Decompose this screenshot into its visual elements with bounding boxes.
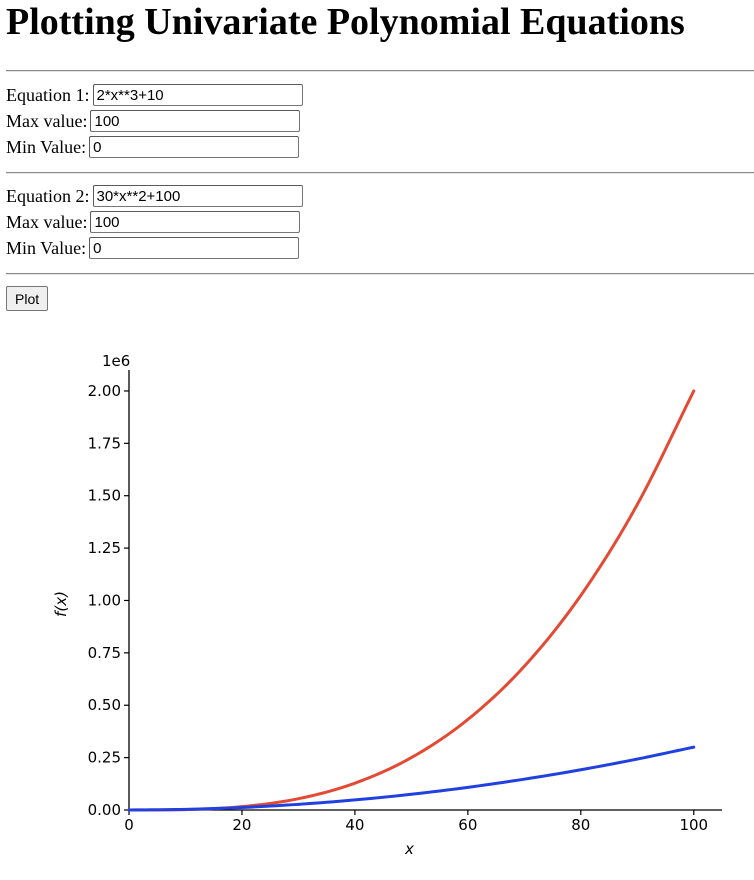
plot-labels: 0 20 40 60 80 100 0.00 0.25 0.50 0.75 1.00 1.25 1.50… [52,352,708,858]
x-tick-label: 20 [232,816,251,834]
equation-1-label: Equation 1: [6,84,90,105]
equation-2-min-label: Min Value: [6,237,87,258]
equation-1-row: Equation 1: [6,82,303,108]
x-tick-label: 80 [571,816,590,834]
y-axis-label: f(x) [52,591,70,617]
x-tick-label: 0 [124,816,134,834]
equation-2-min-input[interactable] [89,237,300,259]
series-line-1 [127,389,696,812]
x-tick-label: 100 [679,816,708,834]
equation-2-row: Equation 2: [6,183,303,209]
equation-2-max-row: Max value: [6,209,301,235]
plot-series [127,389,696,812]
x-axis-label: x [404,840,414,858]
divider [6,70,754,72]
equation-2-max-input[interactable] [90,211,301,233]
divider [6,172,754,174]
y-tick-label: 1.50 [88,487,121,505]
y-offset-label: 1e6 [102,352,130,370]
equation-2-min-row: Min Value: [6,235,300,261]
equation-1-min-input[interactable] [89,136,300,158]
equation-2-label: Equation 2: [6,185,90,206]
polynomial-plot: 0 20 40 60 80 100 0.00 0.25 0.50 0.75 1.00 1.25 1.50… [52,352,722,858]
equation-1-max-row: Max value: [6,108,301,134]
x-tick-label: 40 [345,816,364,834]
y-tick-label: 0.25 [88,749,121,767]
y-tick-label: 0.00 [88,801,121,819]
y-tick-label: 1.00 [88,591,121,609]
y-tick-label: 0.50 [88,696,121,714]
divider [6,273,754,275]
y-tick-label: 2.00 [88,382,121,400]
plot-button[interactable]: Plot [6,286,49,311]
equation-1-min-label: Min Value: [6,136,87,157]
y-tick-label: 0.75 [88,644,121,662]
equation-1-input[interactable] [92,84,303,106]
y-tick-label: 1.75 [88,434,121,452]
page-title: Plotting Univariate Polynomial Equations [6,1,685,43]
equation-2-input[interactable] [92,185,303,207]
series-line-2 [127,745,696,812]
equation-1-max-label: Max value: [6,110,88,131]
equation-2-max-label: Max value: [6,211,88,232]
equation-1-max-input[interactable] [90,110,301,132]
x-tick-label: 60 [458,816,477,834]
y-tick-label: 1.25 [88,539,121,557]
equation-1-min-row: Min Value: [6,134,300,160]
plot-axes [124,370,722,815]
